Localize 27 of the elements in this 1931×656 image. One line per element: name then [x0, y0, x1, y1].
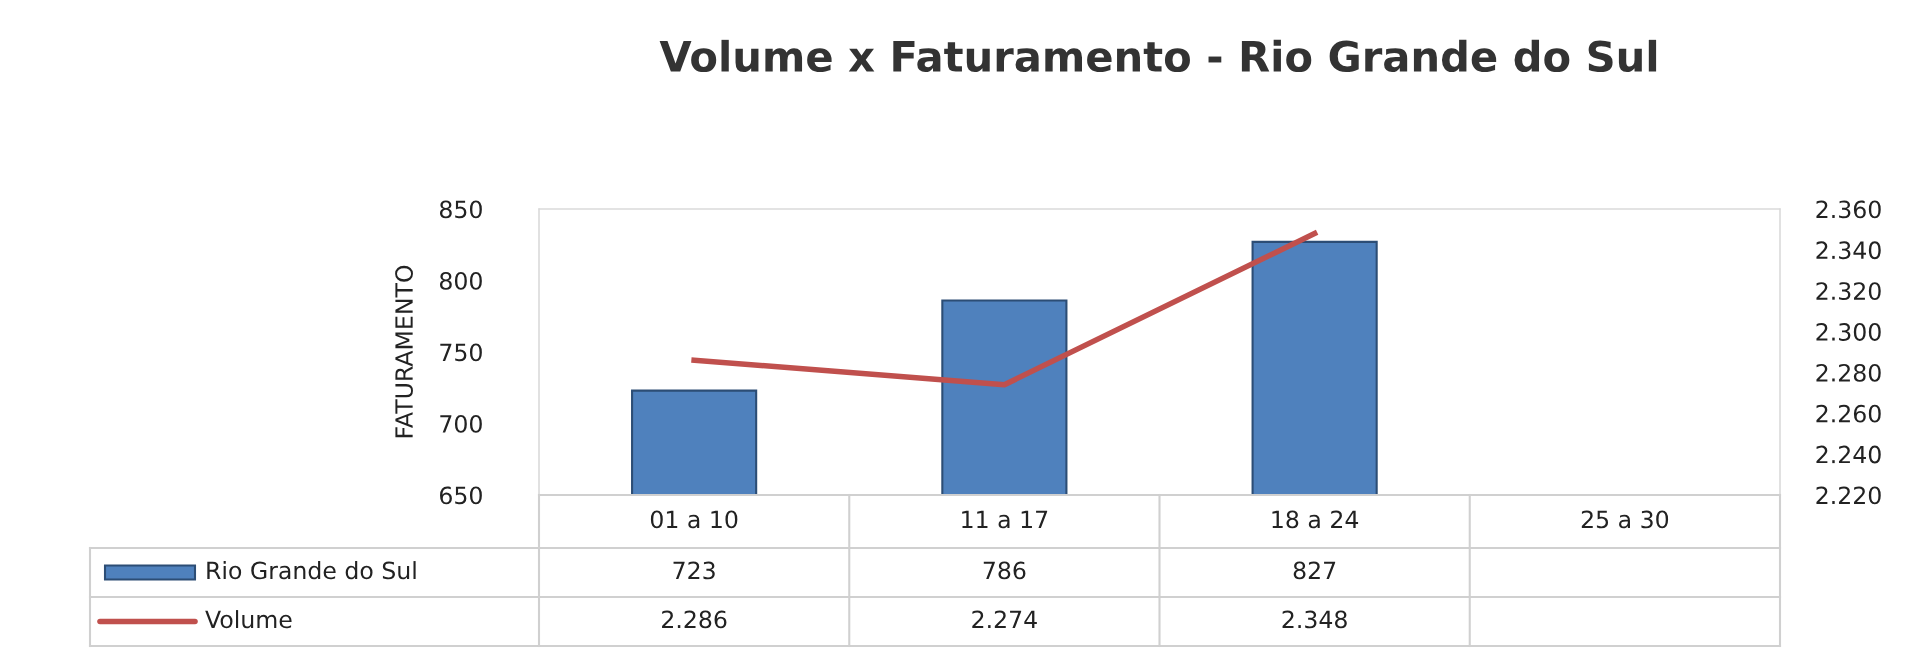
- y-tick-label: 650: [440, 486, 482, 505]
- y2-tick-label: 2.360: [1816, 200, 1881, 219]
- x-tick-label: 01 a 10: [650, 510, 738, 529]
- data-label: 2.274: [972, 610, 1037, 629]
- x-tick-label: 11 a 17: [962, 510, 1048, 529]
- x-tick-label: 25 a 30: [1581, 510, 1669, 529]
- y2-tick-label: 2.280: [1816, 363, 1881, 382]
- y2-tick-label: 2.240: [1816, 445, 1881, 464]
- data-label: 2.348: [1282, 610, 1347, 629]
- data-label: 2.286: [662, 610, 727, 629]
- y-tick-label: 800: [439, 271, 482, 290]
- y2-tick-label: 2.220: [1816, 486, 1881, 505]
- y-tick-label: 850: [439, 200, 482, 219]
- y2-tick-label: 2.260: [1816, 404, 1881, 423]
- x-tick-label: 18 a 24: [1272, 510, 1359, 529]
- y-axis-title: FATURAMENTO: [395, 265, 413, 438]
- legend-label: Volume: [205, 610, 292, 629]
- y2-tick-label: 2.320: [1816, 282, 1881, 301]
- y-tick-label: 700: [440, 414, 482, 433]
- y2-tick-label: 2.300: [1816, 323, 1881, 341]
- y-tick-label: 750: [440, 343, 482, 362]
- legend-label: Rio Grande do Sul: [207, 561, 416, 580]
- data-label: 786: [983, 561, 1026, 580]
- data-label: 723: [673, 561, 715, 580]
- data-label: 827: [1293, 561, 1336, 580]
- chart-title: Volume x Faturamento - Rio Grande do Sul: [659, 39, 1657, 73]
- y2-tick-label: 2.340: [1816, 241, 1881, 260]
